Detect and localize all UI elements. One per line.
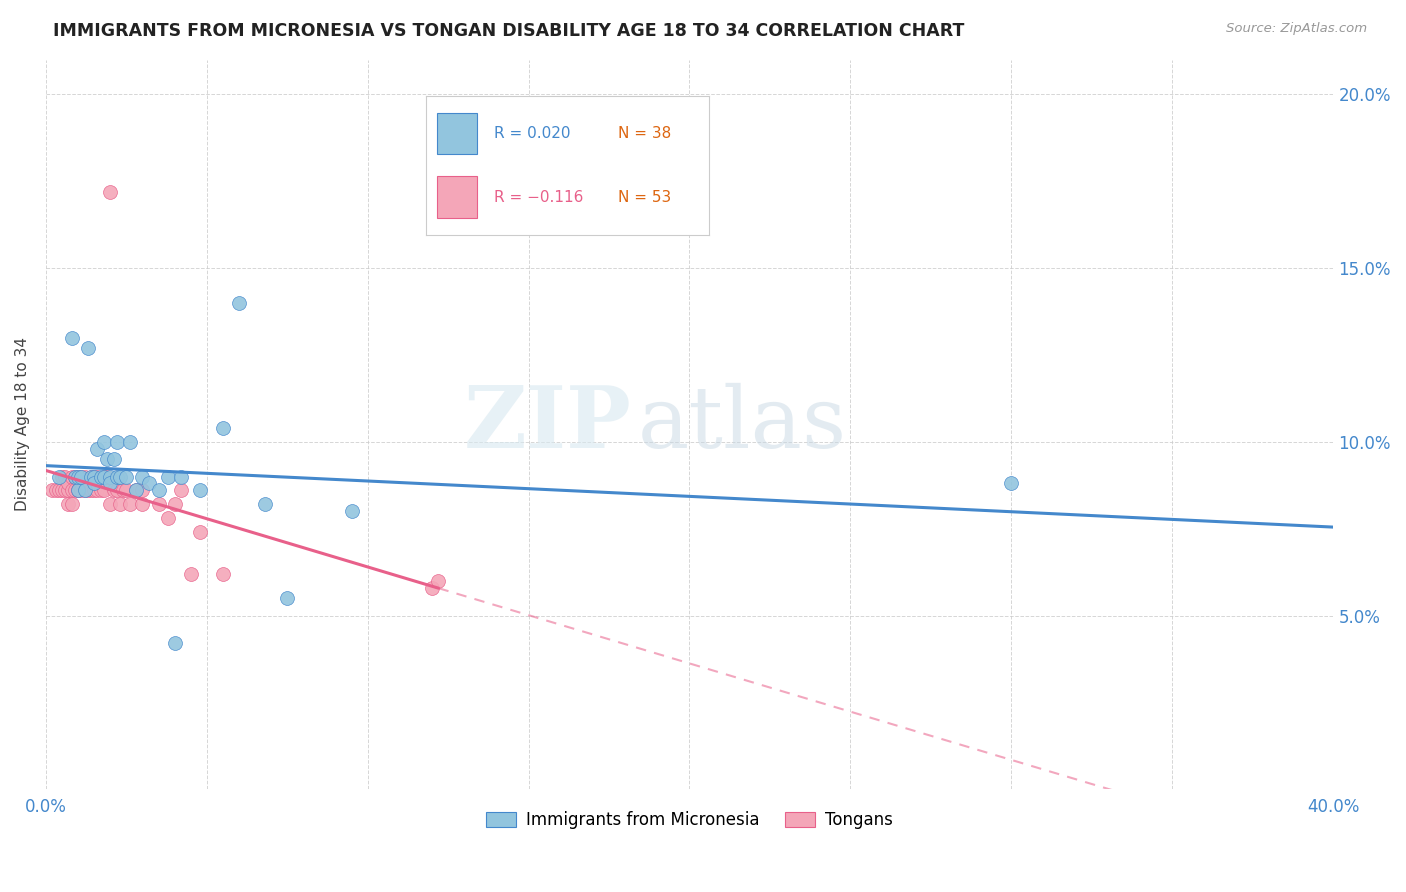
Point: [103, 483, 125, 498]
Point: [60, 330, 83, 344]
Text: Source: ZipAtlas.com: Source: ZipAtlas.com: [1226, 22, 1367, 36]
Point: [115, 469, 138, 483]
Point: [103, 452, 125, 467]
Point: [60, 483, 83, 498]
Point: [73, 483, 96, 498]
Point: [58, 476, 80, 491]
Point: [51, 483, 73, 498]
Point: [67, 483, 90, 498]
Point: [58, 497, 80, 511]
Point: [93, 469, 115, 483]
Legend: Immigrants from Micronesia, Tongans: Immigrants from Micronesia, Tongans: [479, 805, 900, 836]
Text: atlas: atlas: [638, 383, 846, 466]
Point: [45, 483, 67, 498]
Point: [96, 452, 118, 467]
Point: [131, 497, 153, 511]
Point: [212, 566, 235, 581]
Point: [180, 566, 202, 581]
Point: [86, 483, 108, 498]
Point: [427, 574, 450, 588]
Point: [131, 483, 153, 498]
Point: [70, 469, 93, 483]
Point: [80, 469, 103, 483]
Point: [276, 591, 298, 606]
Point: [86, 442, 108, 456]
Point: [73, 469, 96, 483]
Point: [76, 341, 98, 355]
Point: [170, 469, 193, 483]
Point: [108, 497, 131, 511]
Point: [98, 469, 121, 483]
Point: [48, 469, 70, 483]
Point: [83, 469, 105, 483]
Point: [93, 483, 115, 498]
Point: [48, 483, 70, 498]
Point: [90, 483, 112, 498]
Point: [105, 434, 128, 449]
Point: [90, 469, 112, 483]
Point: [93, 469, 115, 483]
Point: [138, 476, 160, 491]
Y-axis label: Disability Age 18 to 34: Disability Age 18 to 34: [15, 337, 30, 511]
Point: [420, 581, 443, 595]
Point: [115, 483, 138, 498]
Point: [157, 511, 180, 525]
Point: [212, 421, 235, 435]
Point: [1000, 476, 1022, 491]
Point: [340, 504, 363, 518]
Point: [80, 483, 103, 498]
Point: [67, 469, 90, 483]
Point: [53, 469, 76, 483]
Point: [157, 469, 180, 483]
Point: [163, 636, 186, 650]
Point: [80, 469, 103, 483]
Point: [86, 469, 108, 483]
Point: [148, 497, 170, 511]
Point: [63, 469, 86, 483]
Point: [118, 497, 141, 511]
Point: [67, 483, 90, 498]
Point: [170, 483, 193, 498]
Point: [105, 483, 128, 498]
Point: [98, 185, 121, 199]
Point: [190, 525, 212, 540]
Point: [253, 497, 276, 511]
Point: [148, 483, 170, 498]
Point: [83, 483, 105, 498]
Point: [58, 483, 80, 498]
Point: [118, 434, 141, 449]
Point: [163, 497, 186, 511]
Point: [60, 497, 83, 511]
Point: [96, 469, 118, 483]
Point: [108, 469, 131, 483]
Point: [70, 483, 93, 498]
Point: [76, 483, 98, 498]
Point: [51, 469, 73, 483]
Point: [98, 476, 121, 491]
Text: ZIP: ZIP: [464, 383, 631, 467]
Point: [67, 469, 90, 483]
Point: [125, 483, 148, 498]
Point: [105, 469, 128, 483]
Point: [83, 469, 105, 483]
Text: IMMIGRANTS FROM MICRONESIA VS TONGAN DISABILITY AGE 18 TO 34 CORRELATION CHART: IMMIGRANTS FROM MICRONESIA VS TONGAN DIS…: [53, 22, 965, 40]
Point: [63, 483, 86, 498]
Point: [98, 497, 121, 511]
Point: [125, 483, 148, 498]
Point: [60, 469, 83, 483]
Point: [53, 483, 76, 498]
Point: [41, 483, 63, 498]
Point: [131, 469, 153, 483]
Point: [93, 434, 115, 449]
Point: [73, 483, 96, 498]
Point: [63, 469, 86, 483]
Point: [67, 483, 90, 498]
Point: [70, 469, 93, 483]
Point: [190, 483, 212, 498]
Point: [83, 476, 105, 491]
Point: [228, 295, 250, 310]
Point: [112, 483, 135, 498]
